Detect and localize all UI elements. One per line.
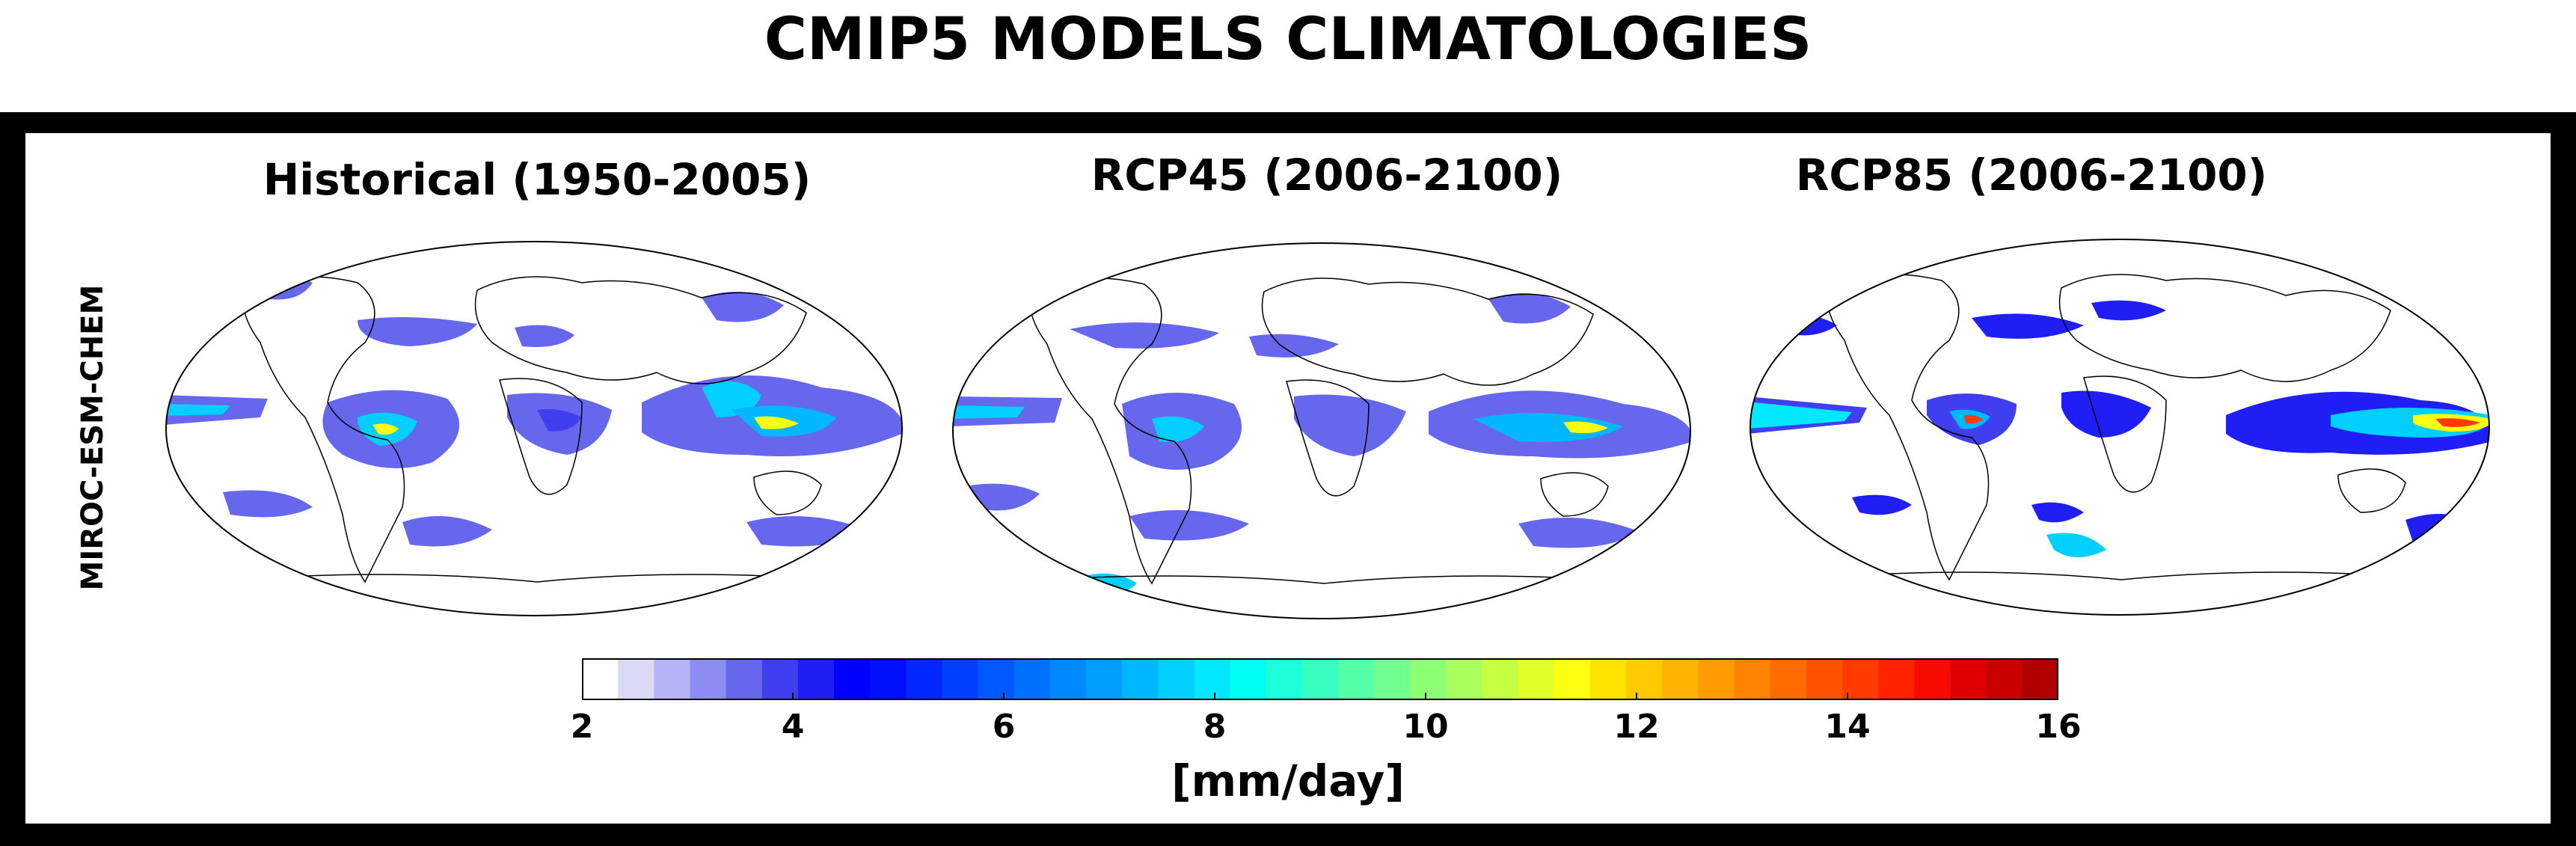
colorbar-segment — [1049, 658, 1087, 700]
colorbar-segment — [618, 658, 654, 700]
colorbar-segment — [1446, 658, 1483, 700]
colorbar-segment — [942, 658, 979, 700]
colorbar-tick-label: 8 — [1203, 708, 1227, 746]
colorbar-segment — [906, 658, 943, 700]
colorbar-segment — [1842, 658, 1879, 700]
colorbar-segment — [726, 658, 763, 700]
colorbar-segment — [1266, 658, 1303, 700]
colorbar-tick-label: 10 — [1402, 708, 1449, 746]
colorbar-segment — [1013, 658, 1051, 700]
colorbar-segment — [1914, 658, 1951, 700]
colorbar-segment — [1410, 658, 1447, 700]
colorbar-segment — [1158, 658, 1195, 700]
coastlines — [994, 278, 1654, 585]
colorbar-border — [582, 658, 2058, 700]
colorbar-segment — [1482, 658, 1519, 700]
colorbar-segment — [1518, 658, 1555, 700]
row-label-text: MIROC-ESM-CHEM — [76, 284, 110, 591]
colorbar-segment — [1950, 658, 1987, 700]
colorbar-segment — [1554, 658, 1591, 700]
map-title-rcp45: RCP45 (2006-2100) — [1091, 150, 1563, 200]
map-outline — [165, 241, 903, 616]
colorbar-segment — [1806, 658, 1843, 700]
colorbar-segment — [1662, 658, 1699, 700]
colorbar-segment — [1194, 658, 1231, 700]
coastlines — [1791, 274, 2451, 581]
colorbar-segment — [1374, 658, 1411, 700]
colorbar-segment — [1878, 658, 1916, 700]
figure-title: CMIP5 MODELS CLIMATOLOGIES — [764, 6, 1812, 73]
colorbar-segment — [1590, 658, 1627, 700]
colorbar-segment — [1986, 658, 2023, 700]
map-historical — [165, 241, 903, 616]
colorbar-segment — [654, 658, 691, 700]
coastlines — [207, 276, 867, 583]
row-label: MIROC-ESM-CHEM — [33, 262, 153, 613]
colorbar-segment — [1698, 658, 1735, 700]
colorbar-tick-label: 12 — [1613, 708, 1660, 746]
colorbar-segment — [870, 658, 907, 700]
map-outline — [1749, 239, 2490, 616]
colorbar-segment — [1626, 658, 1663, 700]
colorbar-segment — [582, 658, 619, 700]
colorbar-segment — [2022, 658, 2058, 700]
colorbar-segment — [1770, 658, 1807, 700]
colorbar-segment — [978, 658, 1015, 700]
colorbar-tick-label: 6 — [992, 708, 1016, 746]
colorbar-tick-label: 14 — [1824, 708, 1871, 746]
colorbar-segment — [1301, 658, 1339, 700]
colorbar-tick-label: 4 — [781, 708, 805, 746]
colorbar-tick-label: 16 — [2035, 708, 2082, 746]
colorbar-segment — [1086, 658, 1123, 700]
colorbar-segment — [1122, 658, 1159, 700]
colorbar-units-label: [mm/day] — [1171, 755, 1405, 806]
colorbar-segment — [690, 658, 727, 700]
colorbar — [582, 658, 2058, 700]
colorbar-segment — [1338, 658, 1375, 700]
colorbar-segment — [1734, 658, 1771, 700]
precipitation-field — [953, 293, 1690, 594]
map-title-historical: Historical (1950-2005) — [263, 154, 812, 205]
map-rcp45 — [952, 242, 1691, 619]
map-outline — [952, 242, 1691, 619]
colorbar-segment — [1230, 658, 1267, 700]
colorbar-segment — [834, 658, 871, 700]
colorbar-tick-label: 2 — [570, 708, 594, 746]
colorbar-segment — [797, 658, 835, 700]
map-title-rcp85: RCP85 (2006-2100) — [1795, 150, 2268, 200]
precipitation-field — [166, 275, 902, 547]
map-rcp85 — [1749, 239, 2490, 616]
